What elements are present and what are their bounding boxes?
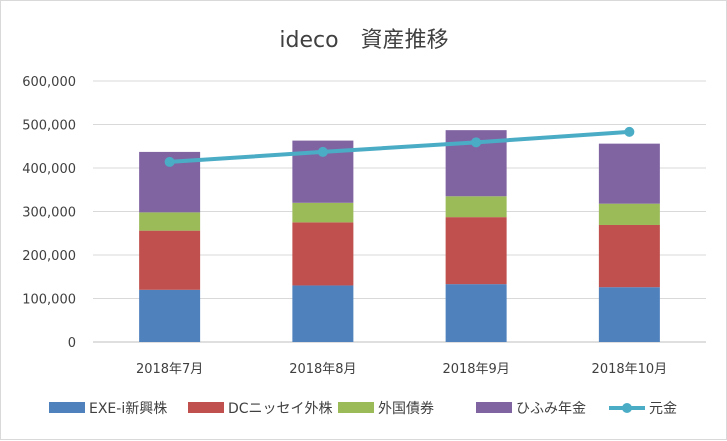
bars <box>139 130 660 342</box>
line-point-元金 <box>624 126 635 137</box>
bar-segment-EXE-i新興株 <box>139 289 201 342</box>
y-axis-tick-labels: 0 100,000 200,000 300,000 400,000 500,000 600,… <box>22 75 76 351</box>
x-category-label: 2018年8月 <box>289 362 356 377</box>
bar-segment-ひふみ年金 <box>598 143 660 204</box>
bar-segment-DCニッセイ外株 <box>292 222 354 286</box>
y-tick-label: 400,000 <box>22 162 76 177</box>
legend-item: 元金 <box>609 401 677 417</box>
legend-label: ひふみ年金 <box>516 401 586 417</box>
y-tick-label: 200,000 <box>22 249 76 264</box>
legend-item: DCニッセイ外株 <box>188 401 333 417</box>
x-category-label: 2018年9月 <box>442 362 509 377</box>
legend-swatch <box>188 402 224 413</box>
y-tick-label: 500,000 <box>22 119 76 134</box>
bar-segment-外国債券 <box>139 212 201 231</box>
x-axis-category-labels: 2018年7月 2018年8月 2018年9月 2018年10月 <box>136 362 667 377</box>
bar-segment-DCニッセイ外株 <box>445 217 507 285</box>
line-point-元金 <box>471 137 482 148</box>
legend-label: 元金 <box>649 401 677 417</box>
bar-segment-EXE-i新興株 <box>292 285 354 342</box>
y-tick-label: 600,000 <box>22 75 76 90</box>
bar-segment-EXE-i新興株 <box>598 287 660 342</box>
legend-item: 外国債券 <box>338 401 434 417</box>
legend-swatch <box>49 402 85 413</box>
line-point-元金 <box>317 146 328 157</box>
bar-segment-外国債券 <box>445 196 507 218</box>
legend: EXE-i新興株 DCニッセイ外株 外国債券 ひふみ年金 元金 <box>49 401 677 417</box>
x-category-label: 2018年7月 <box>136 362 203 377</box>
y-tick-label: 0 <box>68 336 76 351</box>
bar-segment-外国債券 <box>598 203 660 225</box>
legend-label: DCニッセイ外株 <box>228 401 333 417</box>
bar-segment-DCニッセイ外株 <box>598 224 660 288</box>
legend-label: 外国債券 <box>378 401 434 417</box>
y-tick-label: 300,000 <box>22 206 76 221</box>
line-series-元金 <box>167 129 632 164</box>
legend-item: EXE-i新興株 <box>49 401 167 417</box>
legend-marker <box>622 403 632 413</box>
principal-line <box>164 126 635 167</box>
legend-label: EXE-i新興株 <box>89 401 167 417</box>
legend-swatch <box>476 402 512 413</box>
legend-swatch <box>338 402 374 413</box>
chart-title: ideco 資産推移 <box>279 28 448 53</box>
legend-item: ひふみ年金 <box>476 401 586 417</box>
line-point-元金 <box>164 156 175 167</box>
bar-segment-EXE-i新興株 <box>445 284 507 342</box>
y-tick-label: 100,000 <box>22 293 76 308</box>
bar-segment-DCニッセイ外株 <box>139 230 201 290</box>
x-category-label: 2018年10月 <box>592 362 668 377</box>
bar-segment-外国債券 <box>292 202 354 223</box>
